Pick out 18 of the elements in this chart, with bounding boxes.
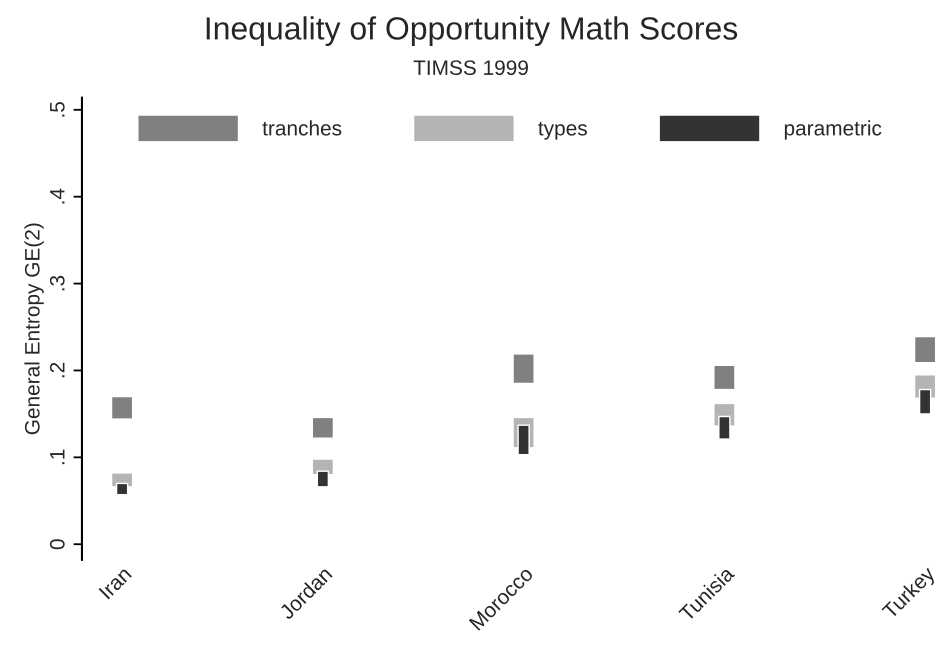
- bar: [312, 416, 334, 439]
- y-tick-label: .2: [50, 362, 64, 378]
- y-tick-label: .3: [50, 276, 65, 290]
- bar: [914, 336, 936, 364]
- x-tick-label: Iran: [98, 566, 132, 600]
- chart-subtitle: TIMSS 1999: [414, 60, 528, 76]
- bar: [512, 353, 535, 384]
- legend-label: types: [538, 122, 587, 140]
- y-tick-label: 0: [50, 539, 65, 550]
- legend-label: parametric: [784, 120, 882, 140]
- y-tick-label: .4: [50, 188, 64, 204]
- legend-label: tranches: [262, 120, 342, 136]
- y-axis-title: General Entropy GE(2): [24, 224, 44, 434]
- chart-title: Inequality of Opportunity Math Scores: [206, 16, 738, 46]
- y-tick-label: .1: [50, 450, 64, 464]
- bar: [713, 364, 736, 390]
- bar: [110, 396, 134, 420]
- y-tick-label: .5: [50, 102, 65, 117]
